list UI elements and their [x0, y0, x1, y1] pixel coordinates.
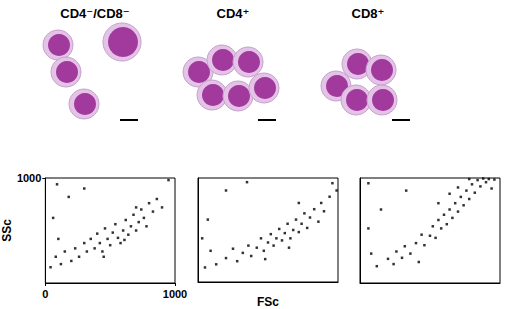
svg-text:1000: 1000	[17, 172, 41, 184]
svg-text:CD4⁺: CD4⁺	[217, 6, 250, 21]
svg-text:SSc: SSc	[0, 219, 14, 242]
svg-text:0: 0	[42, 288, 48, 300]
svg-text:CD8⁺: CD8⁺	[352, 6, 385, 21]
svg-text:FSc: FSc	[257, 295, 279, 309]
svg-text:CD4⁻/CD8⁻: CD4⁻/CD8⁻	[60, 6, 129, 21]
svg-text:1000: 1000	[163, 288, 187, 300]
